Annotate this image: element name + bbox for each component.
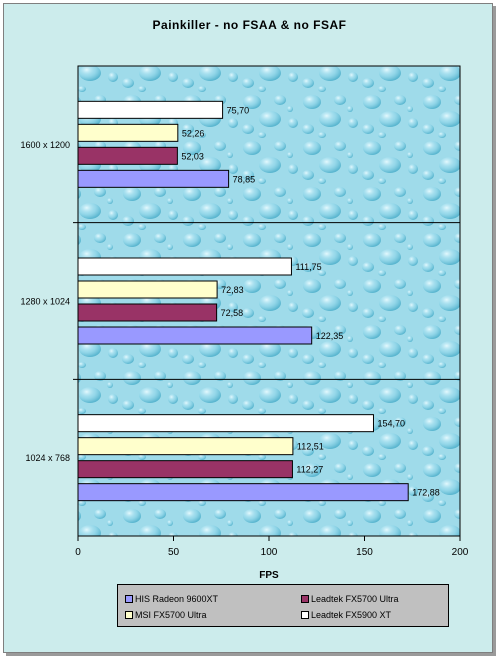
data-label: 112,27 [296,465,323,475]
data-label: 122,35 [316,331,344,341]
bar [77,460,293,479]
legend-item: MSI FX5700 Ultra [125,610,207,620]
bar [77,257,292,276]
legend-item: Leadtek FX5900 XT [301,610,391,620]
data-label: 75,70 [227,105,250,115]
category-label: 1600 x 1200 [20,140,70,150]
data-label: 172,88 [412,488,440,498]
bar [77,100,224,119]
data-label: 72,58 [221,308,244,318]
legend: HIS Radeon 9600XT Leadtek FX5700 Ultra MSI… [117,584,449,627]
data-label: 52,03 [181,151,204,161]
legend-label: Leadtek FX5700 Ultra [311,594,399,604]
x-tick-label: 50 [168,547,180,558]
legend-swatch [301,595,309,603]
x-tick-label: 100 [261,547,278,558]
chart-title: Painkiller - no FSAA & no FSAF [152,18,347,32]
data-label: 111,75 [295,262,321,272]
category-label: 1280 x 1024 [20,297,70,307]
bar [77,414,374,433]
data-label: 52,26 [182,128,205,138]
x-tick-label: 150 [356,547,373,558]
legend-label: Leadtek FX5900 XT [311,610,392,620]
category-label: 1024 x 768 [25,453,70,463]
bar [77,123,179,142]
plot-area [77,65,461,537]
legend-item: Leadtek FX5700 Ultra [301,594,399,604]
legend-label: HIS Radeon 9600XT [135,594,219,604]
bar [77,483,409,502]
bar [77,280,218,299]
bar [77,303,218,322]
data-label: 78,85 [233,174,256,184]
x-tick-label: 0 [75,547,81,558]
bar [77,146,178,165]
data-label: 154,70 [377,419,405,429]
legend-swatch [301,611,309,619]
data-label: 72,83 [221,285,244,295]
legend-swatch [125,611,133,619]
legend-swatch [125,595,133,603]
legend-label: MSI FX5700 Ultra [135,610,207,620]
bar [77,169,230,188]
data-label: 112,51 [297,442,324,452]
x-axis-title: FPS [259,570,279,581]
bar [77,326,313,345]
x-tick-label: 200 [452,547,469,558]
legend-item: HIS Radeon 9600XT [125,594,218,604]
bar [77,437,294,456]
